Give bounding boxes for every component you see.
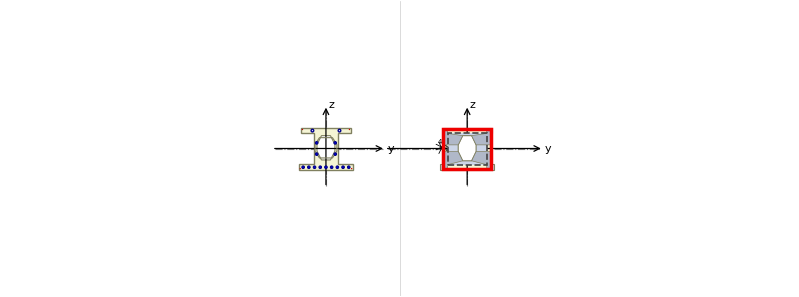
Circle shape	[316, 142, 318, 144]
Circle shape	[348, 129, 350, 130]
Text: z: z	[470, 100, 475, 110]
FancyBboxPatch shape	[447, 133, 487, 165]
Polygon shape	[471, 151, 491, 169]
Polygon shape	[443, 151, 463, 169]
Polygon shape	[443, 129, 463, 145]
Circle shape	[342, 166, 344, 169]
Text: y: y	[388, 143, 394, 154]
Text: 80: 80	[444, 146, 453, 152]
Bar	[443, 129, 491, 169]
Circle shape	[334, 153, 336, 155]
Circle shape	[351, 168, 352, 169]
Circle shape	[348, 166, 350, 169]
Polygon shape	[299, 128, 353, 170]
Circle shape	[302, 166, 304, 169]
Circle shape	[302, 129, 303, 130]
Polygon shape	[471, 129, 491, 145]
Polygon shape	[459, 136, 476, 161]
Polygon shape	[317, 136, 335, 160]
Circle shape	[334, 142, 336, 144]
FancyBboxPatch shape	[443, 129, 491, 169]
Circle shape	[319, 166, 321, 169]
Circle shape	[324, 166, 328, 169]
Circle shape	[308, 166, 310, 169]
Circle shape	[311, 129, 314, 132]
Polygon shape	[440, 128, 494, 170]
Circle shape	[300, 168, 301, 169]
Circle shape	[339, 130, 340, 131]
Bar	[447, 133, 487, 165]
Text: y: y	[545, 143, 552, 154]
Circle shape	[338, 129, 341, 132]
Circle shape	[330, 166, 333, 169]
Circle shape	[336, 166, 339, 169]
Circle shape	[316, 153, 318, 155]
Circle shape	[313, 166, 316, 169]
Text: 40: 40	[438, 139, 447, 145]
Text: z: z	[328, 100, 334, 110]
Circle shape	[312, 130, 313, 131]
